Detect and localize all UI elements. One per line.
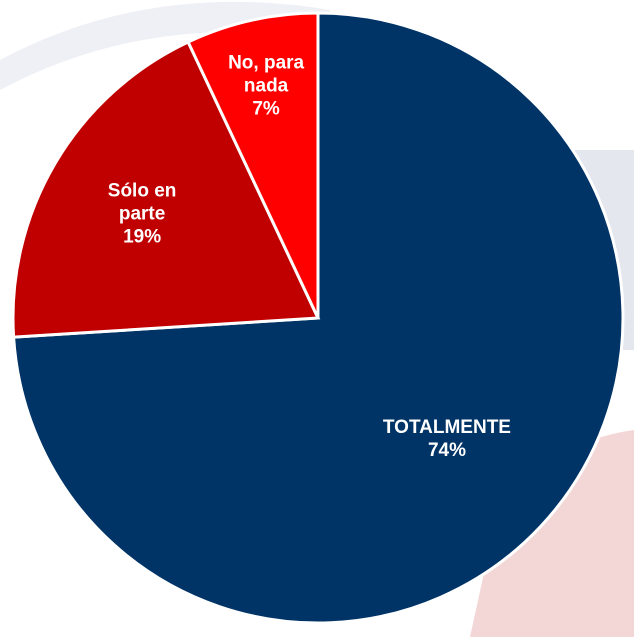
value-label: 7% [211, 97, 321, 120]
category-label: No, para nada [211, 51, 321, 97]
category-label: TOTALMENTE [337, 416, 557, 439]
category-label: Sólo en parte [87, 179, 197, 225]
chart: TOTALMENTE74%Sólo en parte19%No, para na… [0, 0, 634, 637]
value-label: 74% [337, 439, 557, 462]
value-label: 19% [87, 225, 197, 248]
